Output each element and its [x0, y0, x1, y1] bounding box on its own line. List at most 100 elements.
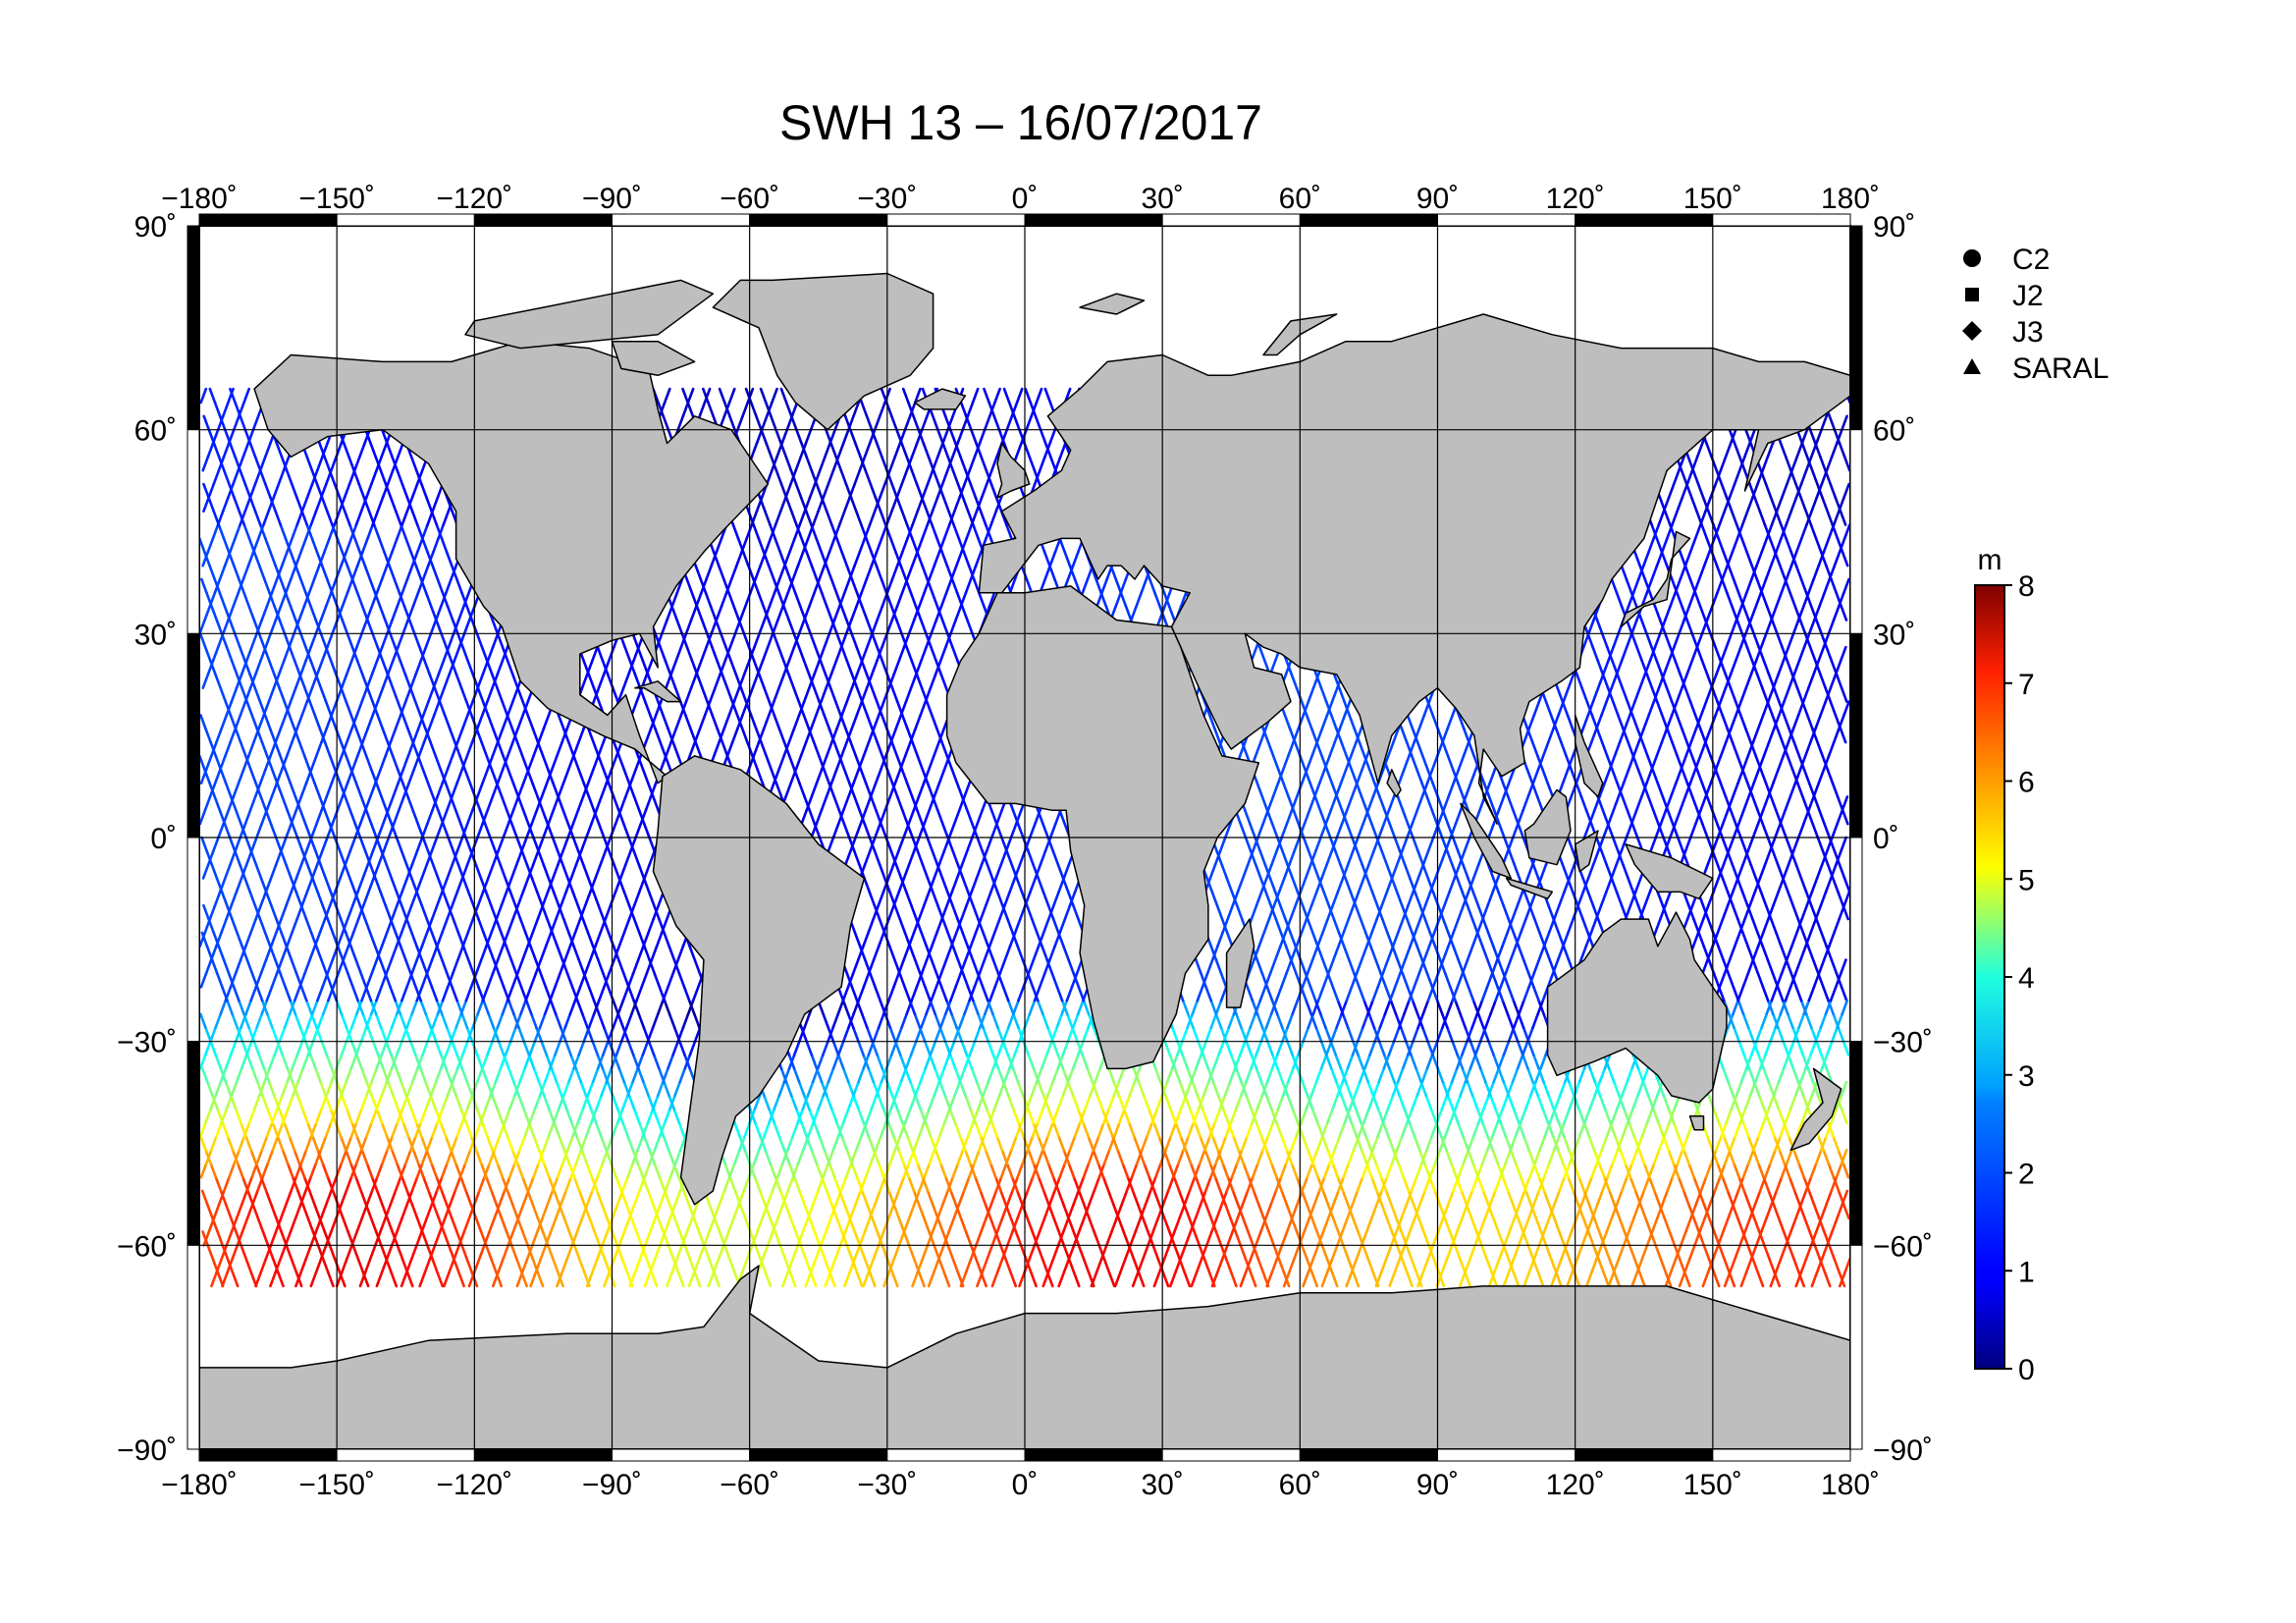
track-segment — [484, 1094, 492, 1111]
track-segment — [589, 877, 597, 893]
track-segment — [526, 1175, 535, 1193]
track-segment — [231, 1149, 240, 1165]
track-segment — [451, 782, 458, 798]
track-segment — [411, 727, 420, 744]
track-segment — [330, 1067, 339, 1084]
track-segment — [313, 782, 321, 798]
track-segment — [722, 714, 731, 730]
track-segment — [464, 1121, 473, 1138]
track-segment — [236, 1026, 244, 1043]
track-segment — [268, 727, 277, 744]
track-segment — [698, 714, 707, 730]
track-segment — [267, 1080, 276, 1098]
track-segment — [609, 822, 617, 839]
track-segment — [648, 849, 657, 866]
track-segment — [385, 1040, 393, 1056]
track-segment — [729, 564, 738, 581]
track-segment — [621, 985, 630, 1002]
track-segment — [1766, 999, 1775, 1016]
track-segment — [1771, 849, 1780, 866]
track-segment — [442, 1230, 451, 1247]
track-segment — [1842, 1040, 1850, 1056]
track-segment — [379, 1217, 387, 1233]
track-segment — [240, 1217, 249, 1233]
track-segment — [400, 1203, 409, 1219]
track-segment — [1695, 768, 1704, 784]
track-segment — [629, 836, 637, 853]
track-segment — [340, 1012, 348, 1030]
track-segment — [1663, 510, 1672, 526]
track-segment — [465, 1257, 474, 1274]
track-segment — [1831, 782, 1840, 798]
track-segment — [257, 564, 266, 581]
track-segment — [571, 809, 580, 826]
track-segment — [591, 1067, 600, 1084]
track-segment — [266, 1149, 275, 1165]
track-segment — [720, 591, 728, 608]
track-segment — [640, 972, 649, 989]
track-segment — [404, 1094, 413, 1111]
track-segment — [226, 999, 234, 1016]
track-segment — [314, 945, 323, 961]
track-segment — [471, 686, 479, 703]
track-segment — [341, 917, 349, 935]
track-segment — [279, 754, 287, 772]
track-segment — [218, 414, 227, 431]
track-segment — [557, 782, 565, 798]
track-segment — [451, 1040, 458, 1056]
track-segment — [246, 1189, 254, 1207]
track-segment — [274, 836, 283, 853]
track-segment — [253, 510, 262, 526]
track-segment — [279, 1244, 288, 1261]
track-segment — [715, 537, 723, 554]
track-segment — [441, 985, 450, 1002]
track-segment — [199, 537, 206, 554]
track-segment — [595, 1094, 603, 1111]
track-segment — [211, 1094, 219, 1111]
track-segment — [804, 428, 813, 445]
track-segment — [1828, 414, 1837, 431]
track-segment — [1802, 768, 1811, 784]
track-segment — [525, 822, 533, 839]
track-segment — [496, 768, 505, 784]
track-segment — [511, 795, 520, 812]
track-segment — [561, 1149, 569, 1165]
track-segment — [258, 917, 267, 935]
track-segment — [1818, 809, 1826, 826]
track-segment — [266, 1244, 275, 1261]
track-segment — [399, 1012, 407, 1030]
track-segment — [634, 822, 643, 839]
track-segment — [433, 1230, 442, 1247]
track-segment — [1751, 958, 1760, 975]
track-segment — [235, 809, 242, 826]
track-segment — [386, 1217, 395, 1233]
track-segment — [375, 985, 383, 1002]
track-segment — [1698, 605, 1707, 622]
track-segment — [324, 700, 333, 717]
track-segment — [281, 1080, 289, 1098]
track-segment — [1837, 1026, 1845, 1043]
track-segment — [396, 1244, 404, 1261]
track-segment — [324, 1230, 333, 1247]
track-segment — [430, 903, 439, 921]
track-segment — [1720, 482, 1729, 500]
track-segment — [340, 1257, 348, 1274]
track-segment — [1763, 523, 1772, 540]
track-segment — [612, 1012, 619, 1030]
track-segment — [1665, 686, 1674, 703]
track-segment — [289, 1217, 297, 1233]
track-segment — [361, 1012, 370, 1030]
track-segment — [503, 1108, 511, 1125]
track-segment — [309, 1271, 318, 1288]
track-segment — [294, 1203, 302, 1219]
track-segment — [1745, 550, 1754, 568]
track-segment — [564, 1175, 573, 1193]
track-segment — [391, 1121, 400, 1138]
track-segment — [493, 1135, 502, 1152]
track-segment — [259, 795, 268, 812]
track-segment — [432, 700, 441, 717]
track-segment — [373, 945, 382, 961]
track-segment — [1842, 877, 1850, 893]
track-segment — [271, 1257, 280, 1274]
track-segment — [427, 1189, 436, 1207]
